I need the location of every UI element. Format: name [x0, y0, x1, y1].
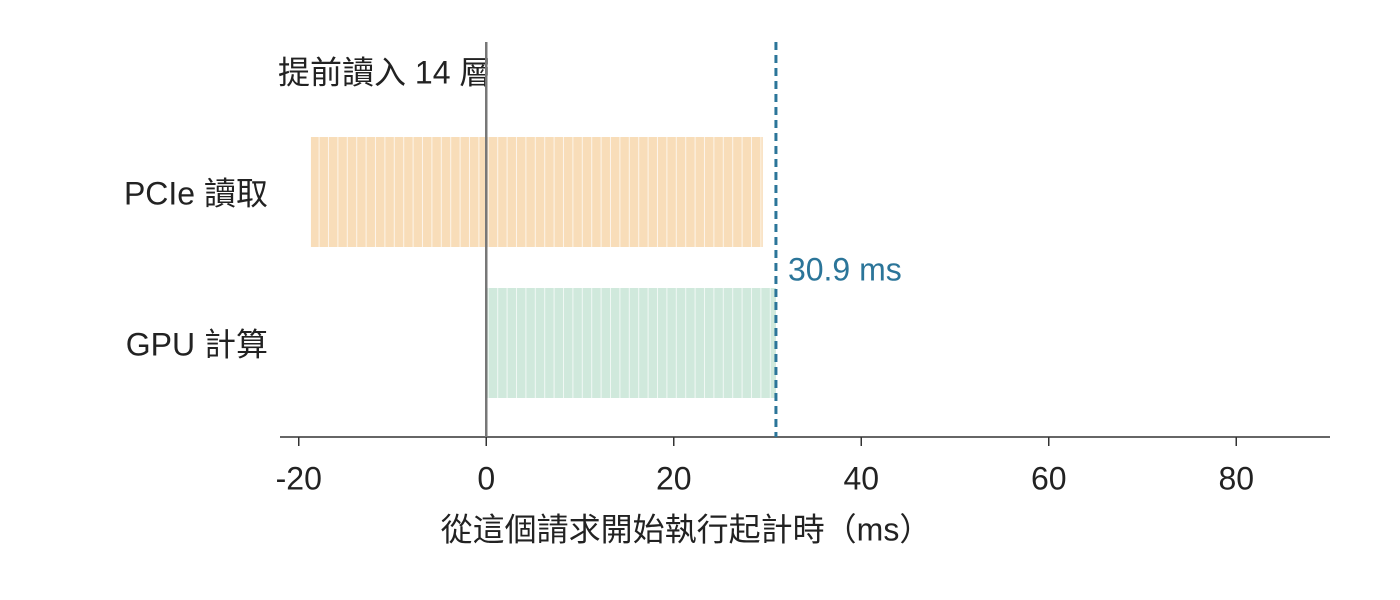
- x-tick-label: 20: [656, 460, 692, 496]
- x-tick-label: -20: [276, 460, 322, 496]
- x-tick-label: 40: [843, 460, 879, 496]
- bar-stripes: [486, 288, 776, 398]
- bar-stripes: [310, 137, 763, 247]
- annotation: 提前讀入 14 層: [278, 54, 491, 90]
- y-tick-label: PCIe 讀取: [124, 175, 268, 211]
- x-tick-label: 0: [477, 460, 495, 496]
- x-tick-label: 80: [1218, 460, 1254, 496]
- x-tick-label: 60: [1031, 460, 1067, 496]
- y-tick-label: GPU 計算: [126, 326, 268, 362]
- x-axis-label: 從這個請求開始執行起計時（ms）: [441, 511, 932, 547]
- reference-label: 30.9 ms: [788, 251, 902, 287]
